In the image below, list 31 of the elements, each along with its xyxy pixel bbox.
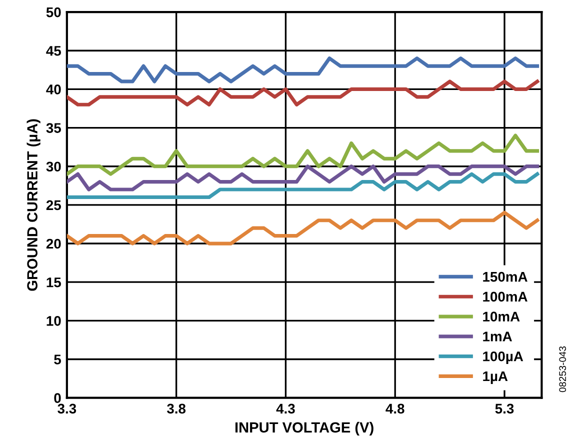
legend-label: 10mA <box>483 312 520 322</box>
line-series <box>66 56 540 84</box>
y-tick-label: 45 <box>46 46 61 56</box>
y-tick-label: 10 <box>46 316 61 326</box>
text: 08253-043 <box>559 346 566 392</box>
x-tick-label: 3.8 <box>166 404 186 414</box>
y-tick-label: 35 <box>46 123 61 133</box>
line-series <box>66 172 540 200</box>
y-tick-label: 30 <box>46 162 61 172</box>
legend-label: 1µA <box>483 372 508 384</box>
legend-label: 150mA <box>483 272 528 282</box>
x-axis-title: INPUT VOLTAGE (V) <box>235 422 374 436</box>
line-series <box>66 134 540 176</box>
line-series <box>66 80 540 106</box>
x-tick-label: 4.3 <box>276 404 295 414</box>
x-tick-label: 5.3 <box>495 404 514 414</box>
y-tick-label: 40 <box>46 84 61 94</box>
y-tick-label: 5 <box>54 354 61 364</box>
y-tick-label: 0 <box>54 393 61 403</box>
line-series <box>66 210 540 246</box>
y-tick-label: 25 <box>46 200 61 210</box>
legend-label: 1mA <box>483 332 512 342</box>
legend-label: 100mA <box>483 292 528 302</box>
x-tick-label: 4.8 <box>386 404 404 414</box>
y-tick-label: 50 <box>46 7 61 18</box>
legend-label: 100µA <box>483 351 524 364</box>
y-tick-label: 20 <box>46 238 61 249</box>
x-tick-label: 3.3 <box>58 404 76 414</box>
y-tick-label: 15 <box>46 278 61 288</box>
y-axis-title: GROUND CURRENT (µA) <box>26 119 40 291</box>
line-series <box>66 164 540 192</box>
